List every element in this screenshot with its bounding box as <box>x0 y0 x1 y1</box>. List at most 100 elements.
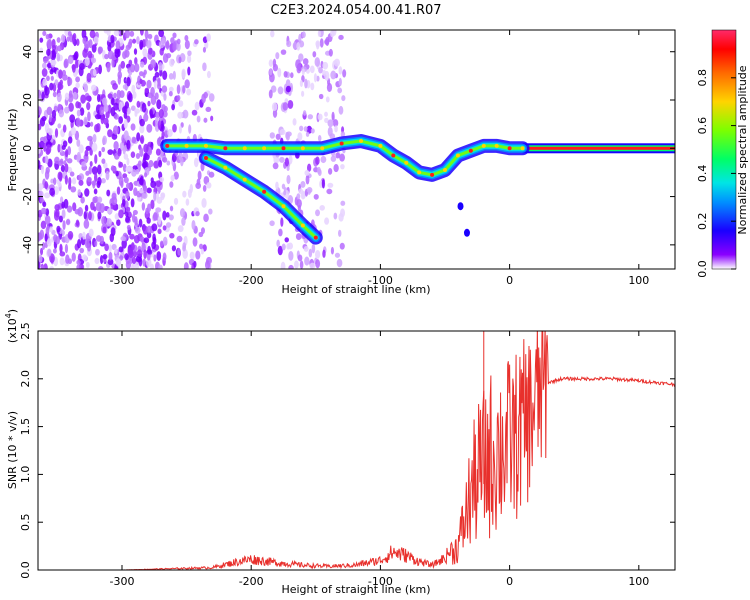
noise-speck <box>328 48 333 57</box>
noise-speck <box>166 160 171 166</box>
spectrogram-y-ticks: -40 -20 0 20 40 <box>21 45 675 254</box>
noise-speck <box>124 253 129 261</box>
noise-speck <box>286 174 291 185</box>
noise-speck <box>106 207 113 215</box>
noise-speck <box>326 82 333 92</box>
signal-track-point <box>455 153 460 158</box>
noise-speck <box>117 148 122 157</box>
noise-speck <box>44 122 50 133</box>
noise-speck <box>64 243 69 254</box>
noise-speck <box>46 39 52 50</box>
noise-speck <box>146 123 153 133</box>
noise-speck <box>38 159 41 169</box>
noise-speck <box>59 79 63 86</box>
noise-speck <box>41 91 45 101</box>
noise-speck <box>201 198 207 208</box>
signal-track-point <box>417 170 422 175</box>
noise-speck <box>153 80 157 89</box>
signal-track-point <box>404 160 409 165</box>
noise-speck <box>88 166 93 175</box>
noise-speck <box>86 72 92 83</box>
noise-speck <box>126 139 131 150</box>
noise-speck <box>38 183 44 191</box>
noise-speck <box>270 85 277 93</box>
snr-frame <box>37 330 676 571</box>
noise-speck <box>317 113 323 121</box>
noise-speck <box>125 211 129 218</box>
y-tick-label: 40 <box>21 45 34 59</box>
noise-speck <box>315 209 320 217</box>
signal-track-point <box>320 146 325 151</box>
noise-speck <box>200 248 204 255</box>
noise-speck <box>128 38 133 46</box>
noise-speck <box>313 73 318 83</box>
noise-speck <box>134 57 138 65</box>
noise-speck <box>146 225 152 234</box>
noise-speck <box>134 110 138 117</box>
noise-speck <box>76 139 81 147</box>
noise-speck <box>83 116 88 126</box>
snr-line <box>38 331 675 570</box>
noise-speck <box>292 41 298 50</box>
noise-speck <box>187 50 192 57</box>
noise-speck <box>340 200 346 206</box>
noise-speck <box>334 58 340 67</box>
noise-speck <box>90 57 97 64</box>
noise-speck <box>58 69 63 80</box>
noise-speck <box>57 182 62 188</box>
noise-speck <box>61 144 66 150</box>
noise-speck <box>187 54 192 63</box>
noise-speck <box>272 63 279 72</box>
noise-speck <box>131 169 137 177</box>
snr-y-ticks: 0.0 0.5 1.0 1.5 2.0 2.5 <box>19 322 675 579</box>
noise-speck <box>158 264 163 269</box>
signal-track-point <box>165 143 170 148</box>
colorbar-label: Normalized spectral amplitude <box>736 65 749 234</box>
noise-speck <box>56 37 61 43</box>
noise-speck <box>169 58 175 67</box>
noise-speck <box>94 172 98 183</box>
noise-speck <box>123 118 128 129</box>
noise-speck <box>165 39 170 50</box>
noise-speck <box>276 239 280 248</box>
y-tick-label: 1.0 <box>19 466 32 484</box>
noise-speck <box>161 85 168 93</box>
noise-speck <box>133 234 140 244</box>
noise-speck <box>298 53 304 62</box>
noise-speck <box>314 249 321 259</box>
noise-speck <box>334 252 341 258</box>
noise-speck <box>126 206 131 212</box>
noise-speck <box>282 102 289 111</box>
noise-speck <box>278 228 283 237</box>
noise-speck <box>160 120 164 130</box>
noise-speck <box>280 261 286 269</box>
noise-speck <box>46 106 53 116</box>
noise-speck <box>142 72 146 79</box>
noise-speck <box>76 264 80 269</box>
noise-speck <box>165 222 172 228</box>
noise-speck <box>338 66 343 75</box>
noise-speck <box>194 39 199 45</box>
y-tick-label: 0.0 <box>19 561 32 579</box>
noise-speck <box>320 155 327 164</box>
x-tick-label: 100 <box>628 274 649 287</box>
colorbar-tick-label: 0.8 <box>696 69 709 87</box>
noise-speck <box>157 228 162 235</box>
noise-speck <box>322 61 329 70</box>
noise-speck <box>59 257 65 266</box>
noise-speck <box>100 115 105 125</box>
noise-speck <box>176 94 181 101</box>
noise-speck <box>321 179 325 189</box>
snr-x-ticks: -300 -200 -100 0 100 <box>110 331 649 588</box>
signal-track-point <box>494 143 499 148</box>
noise-speck <box>172 123 177 133</box>
noise-speck <box>136 36 140 45</box>
noise-speck <box>178 125 182 134</box>
noise-speck <box>93 36 99 44</box>
noise-speck <box>58 172 63 182</box>
noise-speck <box>186 88 192 96</box>
noise-speck <box>340 208 346 218</box>
noise-speck <box>329 133 336 140</box>
noise-speck <box>82 231 86 240</box>
noise-speck <box>94 240 98 247</box>
